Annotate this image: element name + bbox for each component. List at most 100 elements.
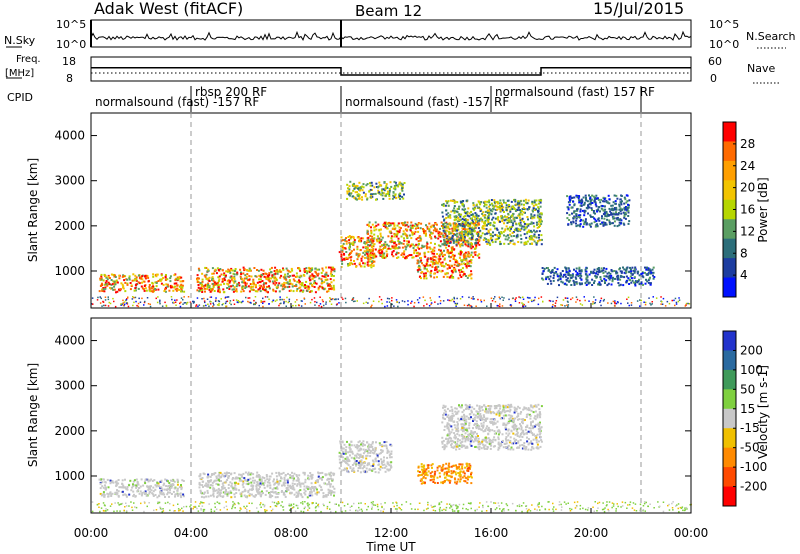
power-cell (625, 268, 628, 271)
power-cell (485, 228, 488, 231)
power-cell (330, 303, 333, 305)
power-cell (262, 300, 264, 303)
power-cell (527, 224, 530, 227)
power-cell (562, 275, 565, 278)
power-cell (456, 235, 459, 238)
power-cell (489, 234, 492, 237)
power-cell (370, 226, 372, 229)
power-cell (525, 223, 528, 226)
power-cell (441, 243, 444, 246)
power-cell (109, 286, 111, 289)
velocity-cell (168, 482, 171, 484)
velocity-cell (371, 469, 374, 472)
power-cell (473, 298, 475, 300)
velocity-cell (109, 482, 112, 485)
power-cell (236, 301, 239, 303)
velocity-cell (215, 477, 218, 480)
power-cell (512, 231, 515, 233)
power-cell (258, 278, 261, 281)
power-cell (404, 224, 407, 227)
velocity-cell (244, 478, 247, 481)
power-cell (460, 232, 463, 234)
power-colorbar-tick-label: 8 (740, 246, 748, 260)
power-cell (358, 262, 361, 265)
power-cell (627, 211, 630, 214)
power-cell (443, 218, 446, 221)
power-cell (491, 207, 494, 210)
power-cell (453, 301, 455, 303)
velocity-cell (309, 472, 312, 474)
power-cell (492, 205, 495, 208)
power-cell (570, 276, 573, 279)
power-cell (434, 242, 436, 245)
velocity-cell (275, 475, 278, 478)
power-cell (568, 269, 571, 272)
power-cell (353, 262, 356, 265)
power-cell (576, 195, 579, 197)
power-cell (604, 270, 607, 273)
power-cell (180, 276, 183, 279)
power-cell (103, 290, 106, 293)
velocity-cell (102, 486, 105, 489)
power-cell (603, 200, 606, 203)
power-cell (428, 222, 431, 225)
power-cell (595, 194, 598, 197)
velocity-cell (371, 442, 374, 445)
power-cell (291, 269, 294, 272)
power-cell (594, 301, 596, 304)
power-cell (101, 290, 104, 292)
power-cell (140, 285, 143, 288)
power-cell (122, 302, 124, 304)
velocity-cell (340, 469, 343, 472)
power-cell (490, 209, 492, 212)
power-cell (180, 301, 182, 304)
power-cell (345, 240, 348, 243)
power-cell (371, 223, 374, 226)
power-cell (506, 216, 509, 219)
power-cell (180, 287, 183, 290)
power-cell (420, 259, 423, 262)
velocity-cell (169, 491, 172, 494)
power-cell (397, 222, 400, 225)
power-cell (406, 255, 409, 257)
power-cell (214, 268, 217, 271)
power-cell (472, 204, 475, 207)
power-cell (247, 285, 250, 288)
power-cell (393, 222, 396, 225)
power-cell (242, 279, 245, 282)
power-cell (268, 279, 271, 282)
velocity-cell (227, 476, 230, 479)
velocity-cell (124, 478, 126, 481)
power-cell (456, 240, 459, 243)
power-cell (230, 267, 233, 270)
power-cell (266, 274, 269, 277)
power-cell (335, 304, 338, 306)
velocity-cell (222, 484, 225, 487)
power-cell (207, 283, 210, 286)
power-cell (591, 284, 594, 286)
power-cell (456, 207, 459, 210)
power-cell (221, 278, 224, 281)
power-cell (288, 280, 291, 283)
power-cell (485, 203, 488, 206)
power-cell (452, 242, 455, 244)
power-cell (169, 275, 172, 278)
power-cell (431, 248, 434, 251)
power-cell (238, 284, 241, 287)
power-cell (271, 274, 274, 277)
power-cell (537, 211, 540, 214)
power-cell (247, 269, 250, 272)
velocity-cell (166, 488, 168, 491)
velocity-cell (249, 473, 252, 476)
power-cell (514, 210, 517, 212)
power-cell (205, 284, 208, 287)
velocity-cell (169, 488, 171, 491)
power-cell (592, 270, 595, 273)
power-cell (483, 216, 486, 219)
power-cell (268, 274, 271, 276)
power-cell (120, 282, 123, 285)
power-cell (536, 240, 539, 243)
power-cell (343, 253, 346, 256)
power-cell (378, 191, 381, 194)
power-cell (563, 273, 566, 276)
